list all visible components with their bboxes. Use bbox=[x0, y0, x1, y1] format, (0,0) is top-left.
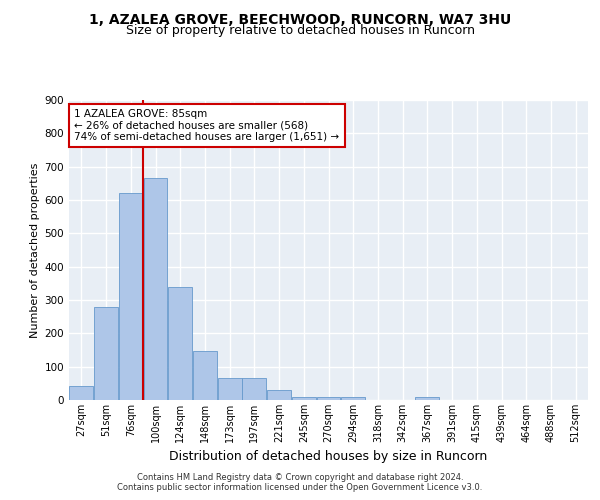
Bar bbox=[267, 390, 291, 400]
Text: Size of property relative to detached houses in Runcorn: Size of property relative to detached ho… bbox=[125, 24, 475, 37]
Y-axis label: Number of detached properties: Number of detached properties bbox=[31, 162, 40, 338]
Text: Contains HM Land Registry data © Crown copyright and database right 2024.
Contai: Contains HM Land Registry data © Crown c… bbox=[118, 473, 482, 492]
X-axis label: Distribution of detached houses by size in Runcorn: Distribution of detached houses by size … bbox=[169, 450, 488, 464]
Text: 1, AZALEA GROVE, BEECHWOOD, RUNCORN, WA7 3HU: 1, AZALEA GROVE, BEECHWOOD, RUNCORN, WA7… bbox=[89, 12, 511, 26]
Bar bbox=[242, 378, 266, 400]
Bar bbox=[119, 194, 143, 400]
Bar bbox=[94, 306, 118, 400]
Bar bbox=[193, 350, 217, 400]
Bar bbox=[317, 396, 340, 400]
Bar bbox=[218, 378, 242, 400]
Bar bbox=[143, 178, 167, 400]
Bar bbox=[341, 396, 365, 400]
Text: 1 AZALEA GROVE: 85sqm
← 26% of detached houses are smaller (568)
74% of semi-det: 1 AZALEA GROVE: 85sqm ← 26% of detached … bbox=[74, 109, 340, 142]
Bar bbox=[168, 286, 192, 400]
Bar bbox=[292, 396, 316, 400]
Bar bbox=[415, 398, 439, 400]
Bar bbox=[70, 386, 94, 400]
